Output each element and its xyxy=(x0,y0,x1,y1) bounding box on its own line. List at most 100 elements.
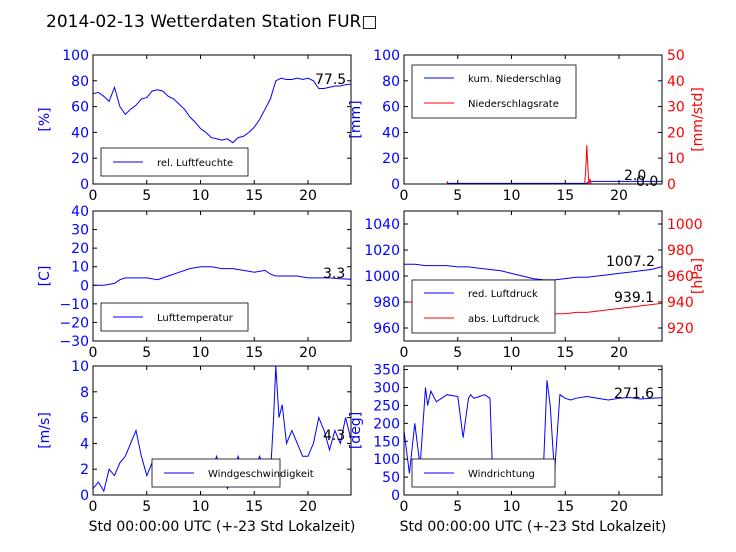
y-axis-label: [mm] xyxy=(348,100,364,138)
y-tick-label: 0 xyxy=(80,278,89,294)
y-tick-label: 60 xyxy=(382,100,400,116)
y-right-tick-label: 20 xyxy=(667,125,685,141)
chart-panel-top-left: 0 5 10 15 20 0 20 40 60 80 100 [%] rel. Luftfeuchte 7… xyxy=(37,48,352,204)
y-tick-label: 40 xyxy=(382,125,400,141)
x-tick-label: 0 xyxy=(89,345,98,361)
series-line-1-1 xyxy=(404,145,662,185)
y-tick-label: 960 xyxy=(373,321,400,337)
y-right-tick-label: 960 xyxy=(667,269,694,285)
x-tick-label: 15 xyxy=(556,188,574,204)
axes-frame xyxy=(403,54,663,185)
x-tick-label: 10 xyxy=(192,188,210,204)
y-tick-label: 80 xyxy=(382,74,400,90)
x-tick-label: 5 xyxy=(142,345,151,361)
x-axis-label: Std 00:00:00 UTC (+-23 Std Lokalzeit) xyxy=(89,519,356,535)
chart-panel-top-right: 0 5 10 15 20 0 20 40 60 80 100 0 10 20 30 40 50 [mm] [mm/s… xyxy=(348,48,706,204)
x-tick-label: 0 xyxy=(89,499,98,515)
axes-frame xyxy=(92,365,352,496)
x-tick-label: 20 xyxy=(299,188,317,204)
y-tick-label: 0 xyxy=(80,488,89,504)
series-line-3-0 xyxy=(404,263,663,281)
y-tick-label: 30 xyxy=(71,223,89,239)
legend-label: kum. Niederschlag xyxy=(468,74,561,85)
y-axis-label: [C] xyxy=(37,266,53,287)
y-tick-label: 100 xyxy=(373,452,400,468)
figure-title: 2014-02-13 Wetterdaten Station FUR□ xyxy=(46,12,377,32)
legend-box xyxy=(411,64,577,119)
y-tick-label: 0 xyxy=(80,177,89,193)
x-tick-label: 5 xyxy=(142,188,151,204)
x-tick-label: 20 xyxy=(610,499,628,515)
chart-panel-middle-left: 0 5 10 15 20 −30 −20 −10 0 10 20 30 40 [C] Lufttempera… xyxy=(37,204,352,361)
y-tick-label: 20 xyxy=(71,241,89,257)
x-axis-label: Std 00:00:00 UTC (+-23 Std Lokalzeit) xyxy=(400,519,667,535)
y-tick-label: 200 xyxy=(373,416,400,432)
legend-label: Windrichtung xyxy=(468,469,535,480)
y-tick-label: −10 xyxy=(59,297,89,313)
y-tick-label: 10 xyxy=(71,260,89,276)
y-tick-label: 6 xyxy=(80,411,89,427)
y-tick-label: 100 xyxy=(62,48,89,64)
y-tick-label: 150 xyxy=(373,434,400,450)
y-tick-label: 350 xyxy=(373,363,400,379)
y-axis-label: [deg] xyxy=(348,412,364,449)
y-tick-label: 20 xyxy=(71,151,89,167)
y-tick-label: 20 xyxy=(382,151,400,167)
x-tick-label: 0 xyxy=(400,499,409,515)
y-tick-label: 1000 xyxy=(364,269,400,285)
x-tick-label: 20 xyxy=(299,499,317,515)
y-tick-label: 0 xyxy=(391,488,400,504)
chart-panel-middle-right: 0 5 10 15 20 960 980 1000 1020 1040 920 940 960 980 10… xyxy=(364,210,706,361)
legend-label: Niederschlagsrate xyxy=(468,99,559,110)
y-tick-label: 250 xyxy=(373,398,400,414)
series-line-2-0 xyxy=(93,266,352,286)
y-right-tick-label: 1000 xyxy=(667,217,703,233)
x-tick-label: 0 xyxy=(400,345,409,361)
x-tick-label: 15 xyxy=(556,345,574,361)
series-line-4-0 xyxy=(92,365,352,493)
x-tick-label: 15 xyxy=(556,499,574,515)
y-right-tick-label: 10 xyxy=(667,151,685,167)
y-right-tick-label: 920 xyxy=(667,321,694,337)
y-tick-label: 80 xyxy=(71,74,89,90)
x-tick-label: 5 xyxy=(453,499,462,515)
y-axis-label: [m/s] xyxy=(37,412,53,449)
y-tick-label: 40 xyxy=(71,204,89,220)
legend-box xyxy=(411,279,556,334)
y-right-axis-label: [hPa] xyxy=(690,258,706,294)
chart-panel-bottom-left: 0 5 10 15 20 0 2 4 6 8 10 [m/s] Std 00:00:00 UTC (+-… xyxy=(37,359,355,535)
axes-frame xyxy=(92,210,352,342)
x-tick-label: 20 xyxy=(299,345,317,361)
y-tick-label: 40 xyxy=(71,125,89,141)
y-axis-label: [%] xyxy=(37,107,53,131)
last-value-right-label: 0.0 xyxy=(636,174,658,190)
legend-label: red. Luftdruck xyxy=(468,289,538,300)
x-tick-label: 5 xyxy=(453,345,462,361)
y-tick-label: 1020 xyxy=(364,243,400,259)
x-tick-label: 20 xyxy=(610,188,628,204)
y-right-tick-label: 50 xyxy=(667,48,685,64)
x-tick-label: 20 xyxy=(610,345,628,361)
y-tick-label: 300 xyxy=(373,381,400,397)
y-tick-label: 2 xyxy=(80,462,89,478)
last-value-label: 77.5 xyxy=(315,72,346,88)
y-tick-label: 0 xyxy=(391,177,400,193)
y-tick-label: 8 xyxy=(80,385,89,401)
last-value-label: 4.3 xyxy=(323,428,345,444)
x-tick-label: 15 xyxy=(245,345,263,361)
x-tick-label: 10 xyxy=(192,345,210,361)
y-tick-label: −20 xyxy=(59,315,89,331)
x-tick-label: 5 xyxy=(142,499,151,515)
y-tick-label: 980 xyxy=(373,295,400,311)
last-value-label: 1007.2 xyxy=(606,254,655,270)
x-tick-label: 5 xyxy=(453,188,462,204)
y-tick-label: 1040 xyxy=(364,217,400,233)
y-right-axis-label: [mm/std] xyxy=(690,87,706,152)
x-tick-label: 0 xyxy=(400,188,409,204)
y-right-tick-label: 0 xyxy=(667,177,676,193)
legend-label: Lufttemperatur xyxy=(157,313,234,324)
y-tick-label: 50 xyxy=(382,470,400,486)
